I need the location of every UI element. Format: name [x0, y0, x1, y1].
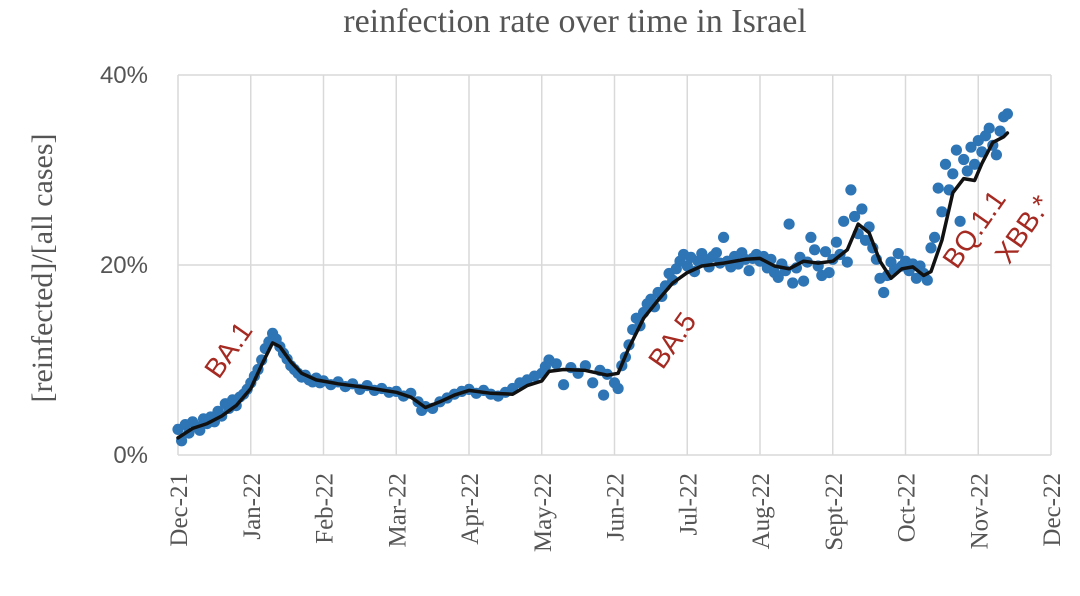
y-tick-label: 0%: [113, 442, 148, 469]
data-point: [1001, 108, 1014, 120]
data-point: [845, 184, 857, 196]
trend-line-group: [176, 131, 1010, 440]
data-point: [954, 215, 966, 227]
data-point: [932, 182, 944, 194]
data-point: [809, 244, 821, 256]
trend-line: [176, 131, 1010, 440]
chart-title: reinfection rate over time in Israel: [343, 3, 807, 40]
data-point: [612, 382, 624, 395]
data-point: [587, 377, 599, 389]
data-point: [579, 360, 592, 372]
data-point: [921, 274, 933, 286]
data-point: [859, 234, 872, 246]
data-point: [925, 242, 937, 254]
data-point: [841, 256, 853, 268]
data-point: [994, 125, 1006, 137]
data-point: [965, 141, 977, 153]
data-point: [958, 153, 970, 166]
data-point: [819, 246, 832, 258]
variant-label: BQ.1.1: [936, 185, 1011, 274]
data-point: [783, 218, 795, 230]
data-point: [849, 210, 861, 223]
data-point: [961, 165, 973, 177]
x-tick-label: Dec-22: [1039, 473, 1066, 547]
data-point: [558, 379, 570, 391]
x-tick-label: Sept-22: [821, 473, 848, 551]
data-point: [772, 271, 784, 283]
data-point: [823, 267, 835, 279]
data-point: [892, 248, 904, 260]
data-point: [856, 203, 868, 215]
data-point: [805, 231, 817, 243]
data-point: [990, 149, 1003, 161]
data-point: [929, 231, 941, 243]
data-point: [787, 277, 799, 289]
y-tick-label: 20%: [100, 252, 148, 279]
data-point: [743, 265, 755, 277]
x-tick-label: Jun-22: [603, 473, 630, 541]
data-point: [983, 122, 995, 134]
data-point: [939, 158, 952, 170]
data-point: [936, 206, 948, 218]
x-tick-label: Mar-22: [384, 473, 411, 547]
data-point: [598, 389, 610, 401]
x-tick-labels: Dec-21 Jan-22 Feb-22 Mar-22 Apr-22 May-22 Jun-…: [166, 473, 1066, 552]
x-tick-label: Jul-22: [675, 473, 702, 536]
x-tick-label: Feb-22: [312, 473, 339, 544]
variant-label: BA.5: [642, 307, 702, 375]
x-tick-label: Oct-22: [894, 473, 921, 542]
data-point: [969, 158, 981, 170]
x-tick-label: Nov-22: [966, 473, 993, 549]
data-point: [718, 231, 730, 243]
data-point: [798, 275, 810, 287]
x-tick-label: Jan-22: [239, 473, 266, 540]
y-tick-labels: 0% 20% 40%: [100, 62, 148, 469]
x-tick-label: May-22: [530, 473, 557, 552]
data-point: [950, 144, 963, 156]
y-axis-label: [reinfected]/[all cases]: [26, 134, 59, 403]
data-point: [550, 358, 562, 370]
x-tick-label: Aug-22: [748, 473, 775, 549]
data-point: [947, 168, 959, 180]
x-tick-label: Dec-21: [166, 473, 193, 547]
data-point: [710, 247, 723, 259]
x-tick-label: Apr-22: [457, 473, 484, 545]
data-point: [878, 286, 890, 299]
data-points: [172, 108, 1014, 447]
y-tick-label: 40%: [100, 62, 148, 89]
data-point: [830, 236, 843, 248]
data-point: [838, 215, 850, 227]
